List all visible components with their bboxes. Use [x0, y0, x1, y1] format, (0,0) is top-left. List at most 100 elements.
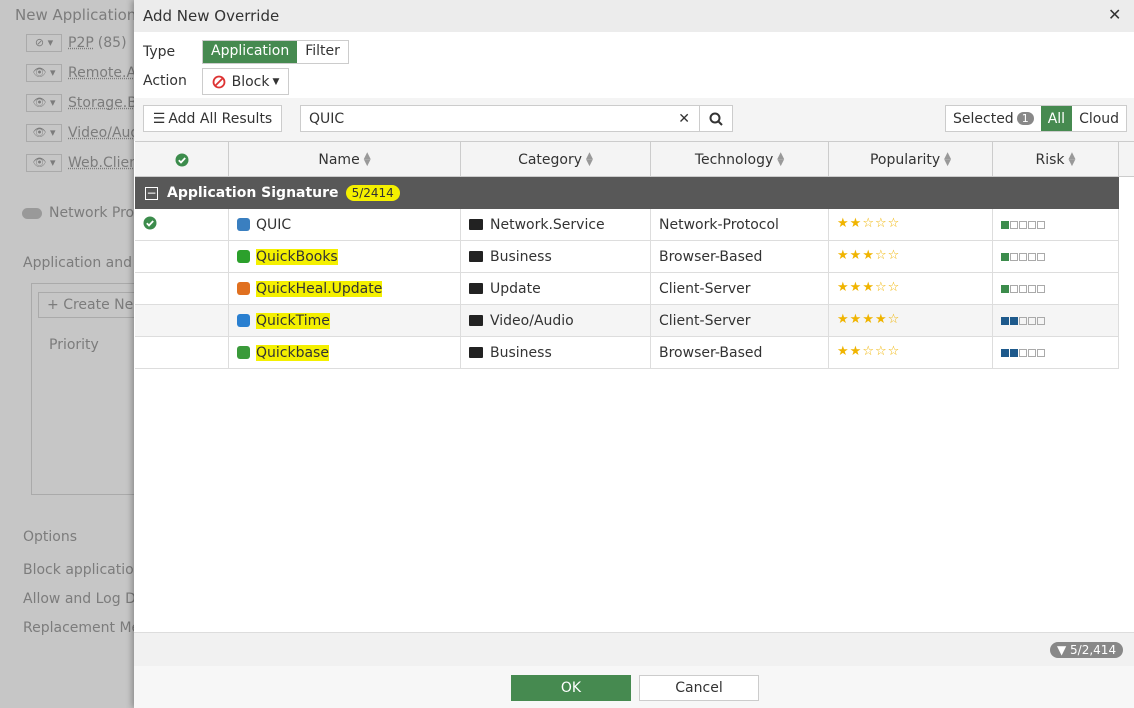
sort-icon: ▲ ▼ [363, 150, 371, 168]
table-cell: ★★★★☆ [829, 305, 993, 336]
app-name: QUIC [256, 216, 292, 233]
table-row[interactable]: QuickHeal.Update Update Client-Server ★★★☆☆ [135, 273, 1119, 305]
table-cell: ★★☆☆☆ [829, 209, 993, 240]
search-text: QUIC [309, 110, 345, 127]
folder-icon [469, 347, 483, 358]
ok-label: OK [560, 680, 582, 696]
filter-count: ▼ 5/2,414 [1050, 642, 1124, 658]
type-option[interactable]: Filter [297, 41, 348, 63]
app-icon [237, 346, 250, 359]
column-header[interactable]: Name ▲ ▼ [229, 142, 461, 177]
technology: Network-Protocol [659, 216, 779, 233]
table-row[interactable]: QuickBooks Business Browser-Based ★★★☆☆ [135, 241, 1119, 273]
risk-level [1001, 348, 1046, 357]
group-count: 5/2414 [345, 185, 400, 201]
add-all-label: Add All Results [168, 110, 273, 127]
app-name: QuickHeal.Update [256, 280, 383, 297]
view-toggle: Selected 1 All Cloud [945, 105, 1128, 132]
risk-level [1001, 284, 1046, 293]
item-label: P2P [68, 35, 94, 51]
background-page: New Application S Network Pro Applicatio… [0, 0, 134, 708]
technology: Browser-Based [659, 344, 763, 361]
search-input[interactable]: QUIC ✕ [300, 105, 700, 132]
view-label: Cloud [1079, 110, 1120, 127]
background-list-item: 👁 ▾ Video/Aud [26, 124, 134, 142]
add-all-button[interactable]: ☰ Add All Results [143, 105, 282, 132]
table-cell: Network-Protocol [651, 209, 829, 240]
table-cell: Video/Audio [461, 305, 651, 336]
background-list-item: 👁 ▾ Storage.B [26, 94, 134, 112]
view-option[interactable]: Cloud [1072, 106, 1126, 131]
column-header[interactable]: Category ▲ ▼ [461, 142, 651, 177]
table-row[interactable]: QuickTime Video/Audio Client-Server ★★★★☆ [135, 305, 1119, 337]
popularity-stars: ★★★☆☆ [837, 247, 900, 263]
selected-count: 1 [1016, 112, 1034, 125]
close-button[interactable]: ✕ [1108, 5, 1122, 24]
category: Video/Audio [490, 312, 574, 329]
table-cell: ★★☆☆☆ [829, 337, 993, 368]
table-cell [135, 305, 229, 336]
cancel-button[interactable]: Cancel [639, 675, 759, 701]
item-icon: 👁 ▾ [26, 64, 62, 82]
table: Name ▲ ▼ Category ▲ ▼ Technology ▲ ▼ Popularity ▲ ▼… [135, 141, 1134, 632]
background-title: New Application S [15, 6, 134, 24]
priority-header: Priority [49, 337, 99, 353]
create-button: + Create Ne [38, 292, 134, 318]
risk-level [1001, 316, 1046, 325]
action-dropdown[interactable]: Block ▼ [202, 68, 289, 95]
table-cell: Network.Service [461, 209, 651, 240]
options-title: Options [23, 529, 78, 545]
table-cell [135, 273, 229, 304]
column-header[interactable]: Popularity ▲ ▼ [829, 142, 993, 177]
section-title: Application and F [23, 255, 134, 271]
technology: Client-Server [659, 280, 751, 297]
sort-icon: ▲ ▼ [777, 150, 785, 168]
dialog: Add New Override ✕ Type Action Block ▼ ☰ A… [134, 0, 1134, 708]
app-icon [237, 250, 250, 263]
column-title: Name [318, 151, 360, 168]
column-header[interactable]: Risk ▲ ▼ [993, 142, 1119, 177]
group-name: Application Signature [167, 185, 339, 201]
table-cell: Browser-Based [651, 241, 829, 272]
column-header[interactable]: Technology ▲ ▼ [651, 142, 829, 177]
table-cell: ★★★☆☆ [829, 241, 993, 272]
table-cell [993, 273, 1119, 304]
table-cell: Business [461, 337, 651, 368]
item-label: Video/Aud [68, 125, 134, 141]
table-cell [135, 241, 229, 272]
category: Network.Service [490, 216, 605, 233]
table-cell: QuickBooks [229, 241, 461, 272]
table-row[interactable]: Quickbase Business Browser-Based ★★☆☆☆ [135, 337, 1119, 369]
view-option[interactable]: All [1040, 106, 1073, 131]
view-label: Selected [953, 110, 1014, 127]
folder-icon [469, 315, 483, 326]
app-icon [237, 218, 250, 231]
action-value: Block [231, 73, 270, 90]
dialog-header: Add New Override ✕ [134, 0, 1134, 32]
ok-button[interactable]: OK [511, 675, 631, 701]
search-button[interactable] [699, 105, 733, 132]
view-option[interactable]: Selected 1 [946, 106, 1041, 131]
table-header: Name ▲ ▼ Category ▲ ▼ Technology ▲ ▼ Popularity ▲ ▼… [135, 141, 1134, 177]
network-toggle: Network Pro [22, 205, 134, 221]
group-row: − Application Signature 5/2414 [135, 177, 1119, 209]
table-cell: QuickHeal.Update [229, 273, 461, 304]
type-option[interactable]: Application [203, 41, 298, 63]
table-footer: ▼ 5/2,414 [134, 632, 1134, 666]
item-label: Remote.A [68, 65, 134, 81]
item-icon: 👁 ▾ [26, 124, 62, 142]
option-label: Replacement Me [23, 620, 134, 636]
option-label: Block application [23, 562, 134, 578]
folder-icon [469, 283, 483, 294]
popularity-stars: ★★★☆☆ [837, 279, 900, 295]
option-label: Allow and Log DN [23, 591, 134, 607]
sort-icon: ▲ ▼ [586, 150, 593, 168]
selected-check [143, 216, 157, 234]
column-title: Risk [1035, 151, 1065, 168]
table-cell [135, 337, 229, 368]
table-row[interactable]: QUIC Network.Service Network-Protocol ★★☆☆☆ [135, 209, 1119, 241]
type-toggle: Application Filter [202, 40, 349, 64]
table-cell: Client-Server [651, 273, 829, 304]
background-list-item: 👁 ▾ Web.Clien [26, 154, 134, 172]
button-bar: OK Cancel [134, 666, 1134, 708]
